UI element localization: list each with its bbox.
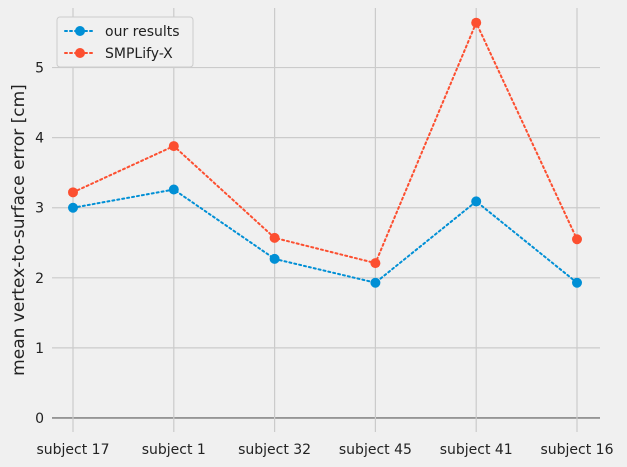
data-point: [168, 184, 179, 195]
series-group: [68, 17, 582, 288]
legend-label: our results: [105, 24, 180, 40]
legend-marker: [75, 48, 85, 58]
data-point: [471, 17, 482, 28]
series-line-2: [72, 20, 578, 265]
data-point: [68, 202, 78, 213]
data-point: [370, 277, 381, 288]
y-tick-label: 4: [35, 131, 44, 147]
legend: our results SMPLify-X: [56, 16, 194, 68]
x-tick-label: subject 45: [339, 442, 412, 458]
data-point: [68, 187, 78, 198]
data-point: [572, 277, 582, 288]
x-tick-label: subject 16: [540, 442, 613, 458]
x-axis: subject 17 subject 1 subject 32 subject 45 s…: [36, 442, 613, 458]
data-point: [471, 196, 482, 207]
y-tick-label: 2: [35, 271, 44, 287]
data-point: [370, 258, 381, 269]
grid-lines: [52, 8, 600, 432]
legend-label: SMPLify-X: [105, 46, 173, 62]
y-tick-label: 0: [35, 411, 44, 427]
data-point: [572, 234, 582, 245]
data-point: [269, 253, 280, 264]
x-tick-label: subject 1: [142, 442, 206, 458]
data-point: [269, 232, 280, 243]
y-tick-label: 5: [35, 61, 44, 77]
series-line-1: [72, 188, 578, 284]
y-tick-label: 3: [35, 201, 44, 217]
x-tick-label: subject 32: [238, 442, 311, 458]
x-tick-label: subject 41: [440, 442, 513, 458]
legend-box: [56, 16, 194, 68]
x-tick-label: subject 17: [36, 442, 109, 458]
y-axis: 0 1 2 3 4 5: [35, 61, 44, 427]
y-axis-label: mean vertex-to-surface error [cm]: [9, 84, 29, 376]
legend-marker: [75, 26, 85, 36]
y-tick-label: 1: [35, 341, 44, 357]
data-point: [168, 141, 179, 152]
